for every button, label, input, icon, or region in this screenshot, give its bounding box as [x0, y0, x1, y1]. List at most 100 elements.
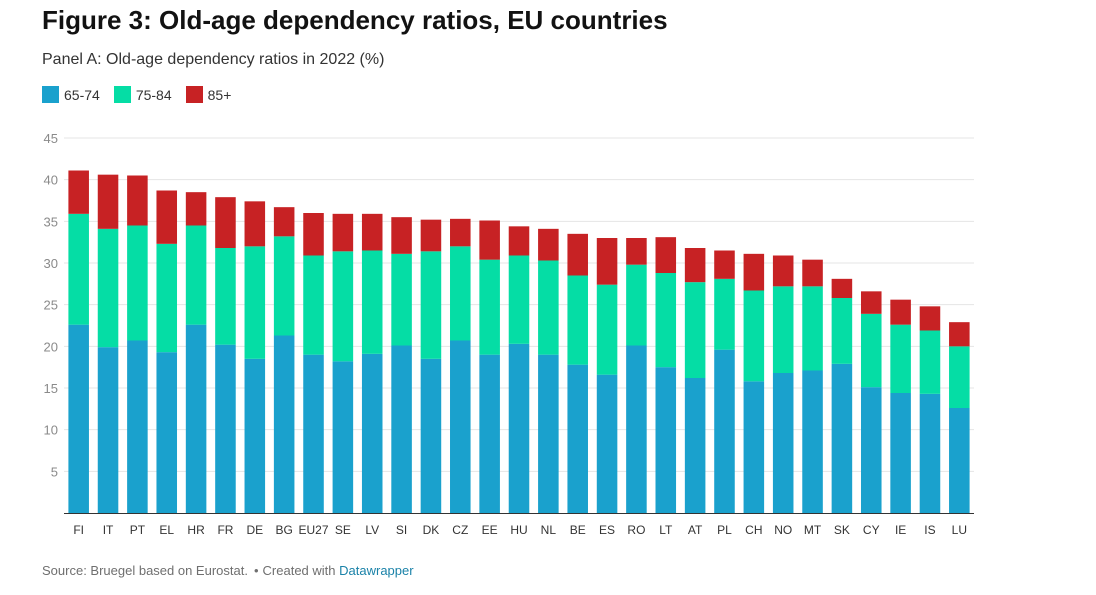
bar-segment [538, 354, 559, 513]
bar-segment [185, 324, 207, 513]
bar-segment [538, 228, 559, 261]
y-tick-label: 25 [44, 298, 58, 313]
bar-segment [626, 238, 647, 265]
legend-label-85-plus: 85+ [207, 86, 232, 103]
bar-segment [97, 347, 119, 513]
x-tick-label: LV [365, 523, 379, 537]
x-tick-label: SK [834, 523, 850, 537]
x-tick-label: NL [541, 523, 557, 537]
bar-segment [596, 374, 618, 513]
x-tick-label: BE [570, 523, 586, 537]
x-tick-label: HR [187, 523, 205, 537]
bar-segment [626, 345, 647, 513]
bar-segment [156, 243, 178, 353]
bar-segment [919, 393, 941, 513]
bar-segment [127, 225, 148, 341]
chart-subtitle: Panel A: Old-age dependency ratios in 20… [42, 51, 385, 68]
bar-segment [127, 340, 148, 513]
bar-segment [391, 217, 412, 254]
bar-segment [831, 363, 853, 513]
bar-segment [684, 248, 706, 283]
bar-segment [68, 213, 89, 325]
bar-segment [743, 253, 765, 291]
bar-segment [215, 197, 236, 248]
bar-segment [420, 219, 442, 252]
y-tick-label: 10 [44, 423, 58, 438]
bar-segment [273, 207, 295, 237]
bar-segment [332, 361, 354, 513]
x-tick-label: SI [396, 523, 407, 537]
bar-segment [949, 322, 970, 347]
bar-segment [273, 335, 295, 513]
bar-segment [949, 346, 970, 408]
bar-segment [156, 190, 178, 244]
x-tick-label: MT [804, 523, 822, 537]
source-note: Source: Bruegel based on Eurostat. [42, 563, 248, 578]
bar-segment [185, 192, 207, 226]
bar-segment [655, 367, 677, 513]
datawrapper-link[interactable]: Datawrapper [339, 563, 414, 578]
bar-segment [361, 213, 383, 251]
bar-segment [949, 408, 970, 513]
bar-segment [508, 226, 530, 256]
legend-item-65-74: 65-74 [42, 86, 100, 103]
y-tick-label: 40 [44, 173, 58, 188]
x-tick-label: CH [745, 523, 762, 537]
chart-title: Figure 3: Old-age dependency ratios, EU … [42, 5, 668, 35]
x-tick-label: EE [482, 523, 498, 537]
y-tick-label: 45 [44, 131, 58, 146]
bar-segment [479, 354, 500, 513]
bar-segment [127, 175, 148, 226]
y-tick-label: 35 [44, 214, 58, 229]
bar-segment [244, 246, 266, 359]
bar-segment [714, 349, 735, 513]
bar-segment [802, 370, 823, 513]
x-tick-label: FI [73, 523, 84, 537]
bar-segment [714, 278, 735, 350]
legend-swatch-75-84 [113, 86, 131, 103]
bar-segment [391, 253, 412, 346]
x-tick-label: DK [423, 523, 440, 537]
bar-segment [68, 170, 89, 214]
bar-segment [860, 291, 882, 314]
bar-segment [332, 213, 354, 252]
y-tick-label: 15 [44, 381, 58, 396]
bar-segment [714, 250, 735, 279]
x-tick-label: LU [952, 523, 967, 537]
bar-segment [361, 250, 383, 354]
bar-segment [479, 220, 500, 260]
bar-segment [450, 340, 471, 513]
bar-segment [420, 358, 442, 513]
bar-segment [802, 259, 823, 287]
legend-label-75-84: 75-84 [135, 86, 172, 103]
x-tick-label: PT [130, 523, 146, 537]
bar-segment [831, 298, 853, 364]
bar-segment [919, 306, 941, 331]
bar-segment [273, 236, 295, 336]
bar-segment [97, 174, 119, 229]
bar-segment [567, 364, 588, 513]
y-tick-label: 5 [51, 464, 58, 479]
bar-segment [802, 286, 823, 371]
bar-segment [97, 228, 119, 348]
created-with-text: Created with [262, 563, 336, 578]
bar-segment [185, 225, 207, 325]
bar-segment [684, 378, 706, 513]
bar-segment [596, 238, 618, 285]
x-tick-label: AT [688, 523, 703, 537]
bar-segment [890, 299, 911, 325]
x-tick-label: IE [895, 523, 906, 537]
x-tick-label: IS [924, 523, 935, 537]
y-tick-label: 20 [44, 339, 58, 354]
bar-segment [538, 260, 559, 355]
bar-segment [68, 324, 89, 513]
x-tick-label: EL [159, 523, 174, 537]
legend-item-75-84: 75-84 [113, 86, 172, 103]
legend-swatch-65-74 [42, 86, 59, 103]
legend-item-85-plus: 85+ [185, 86, 232, 103]
bar-segment [860, 387, 882, 513]
bar-segment [655, 237, 677, 273]
bar-segment [684, 282, 706, 378]
y-tick-label: 30 [44, 256, 58, 271]
